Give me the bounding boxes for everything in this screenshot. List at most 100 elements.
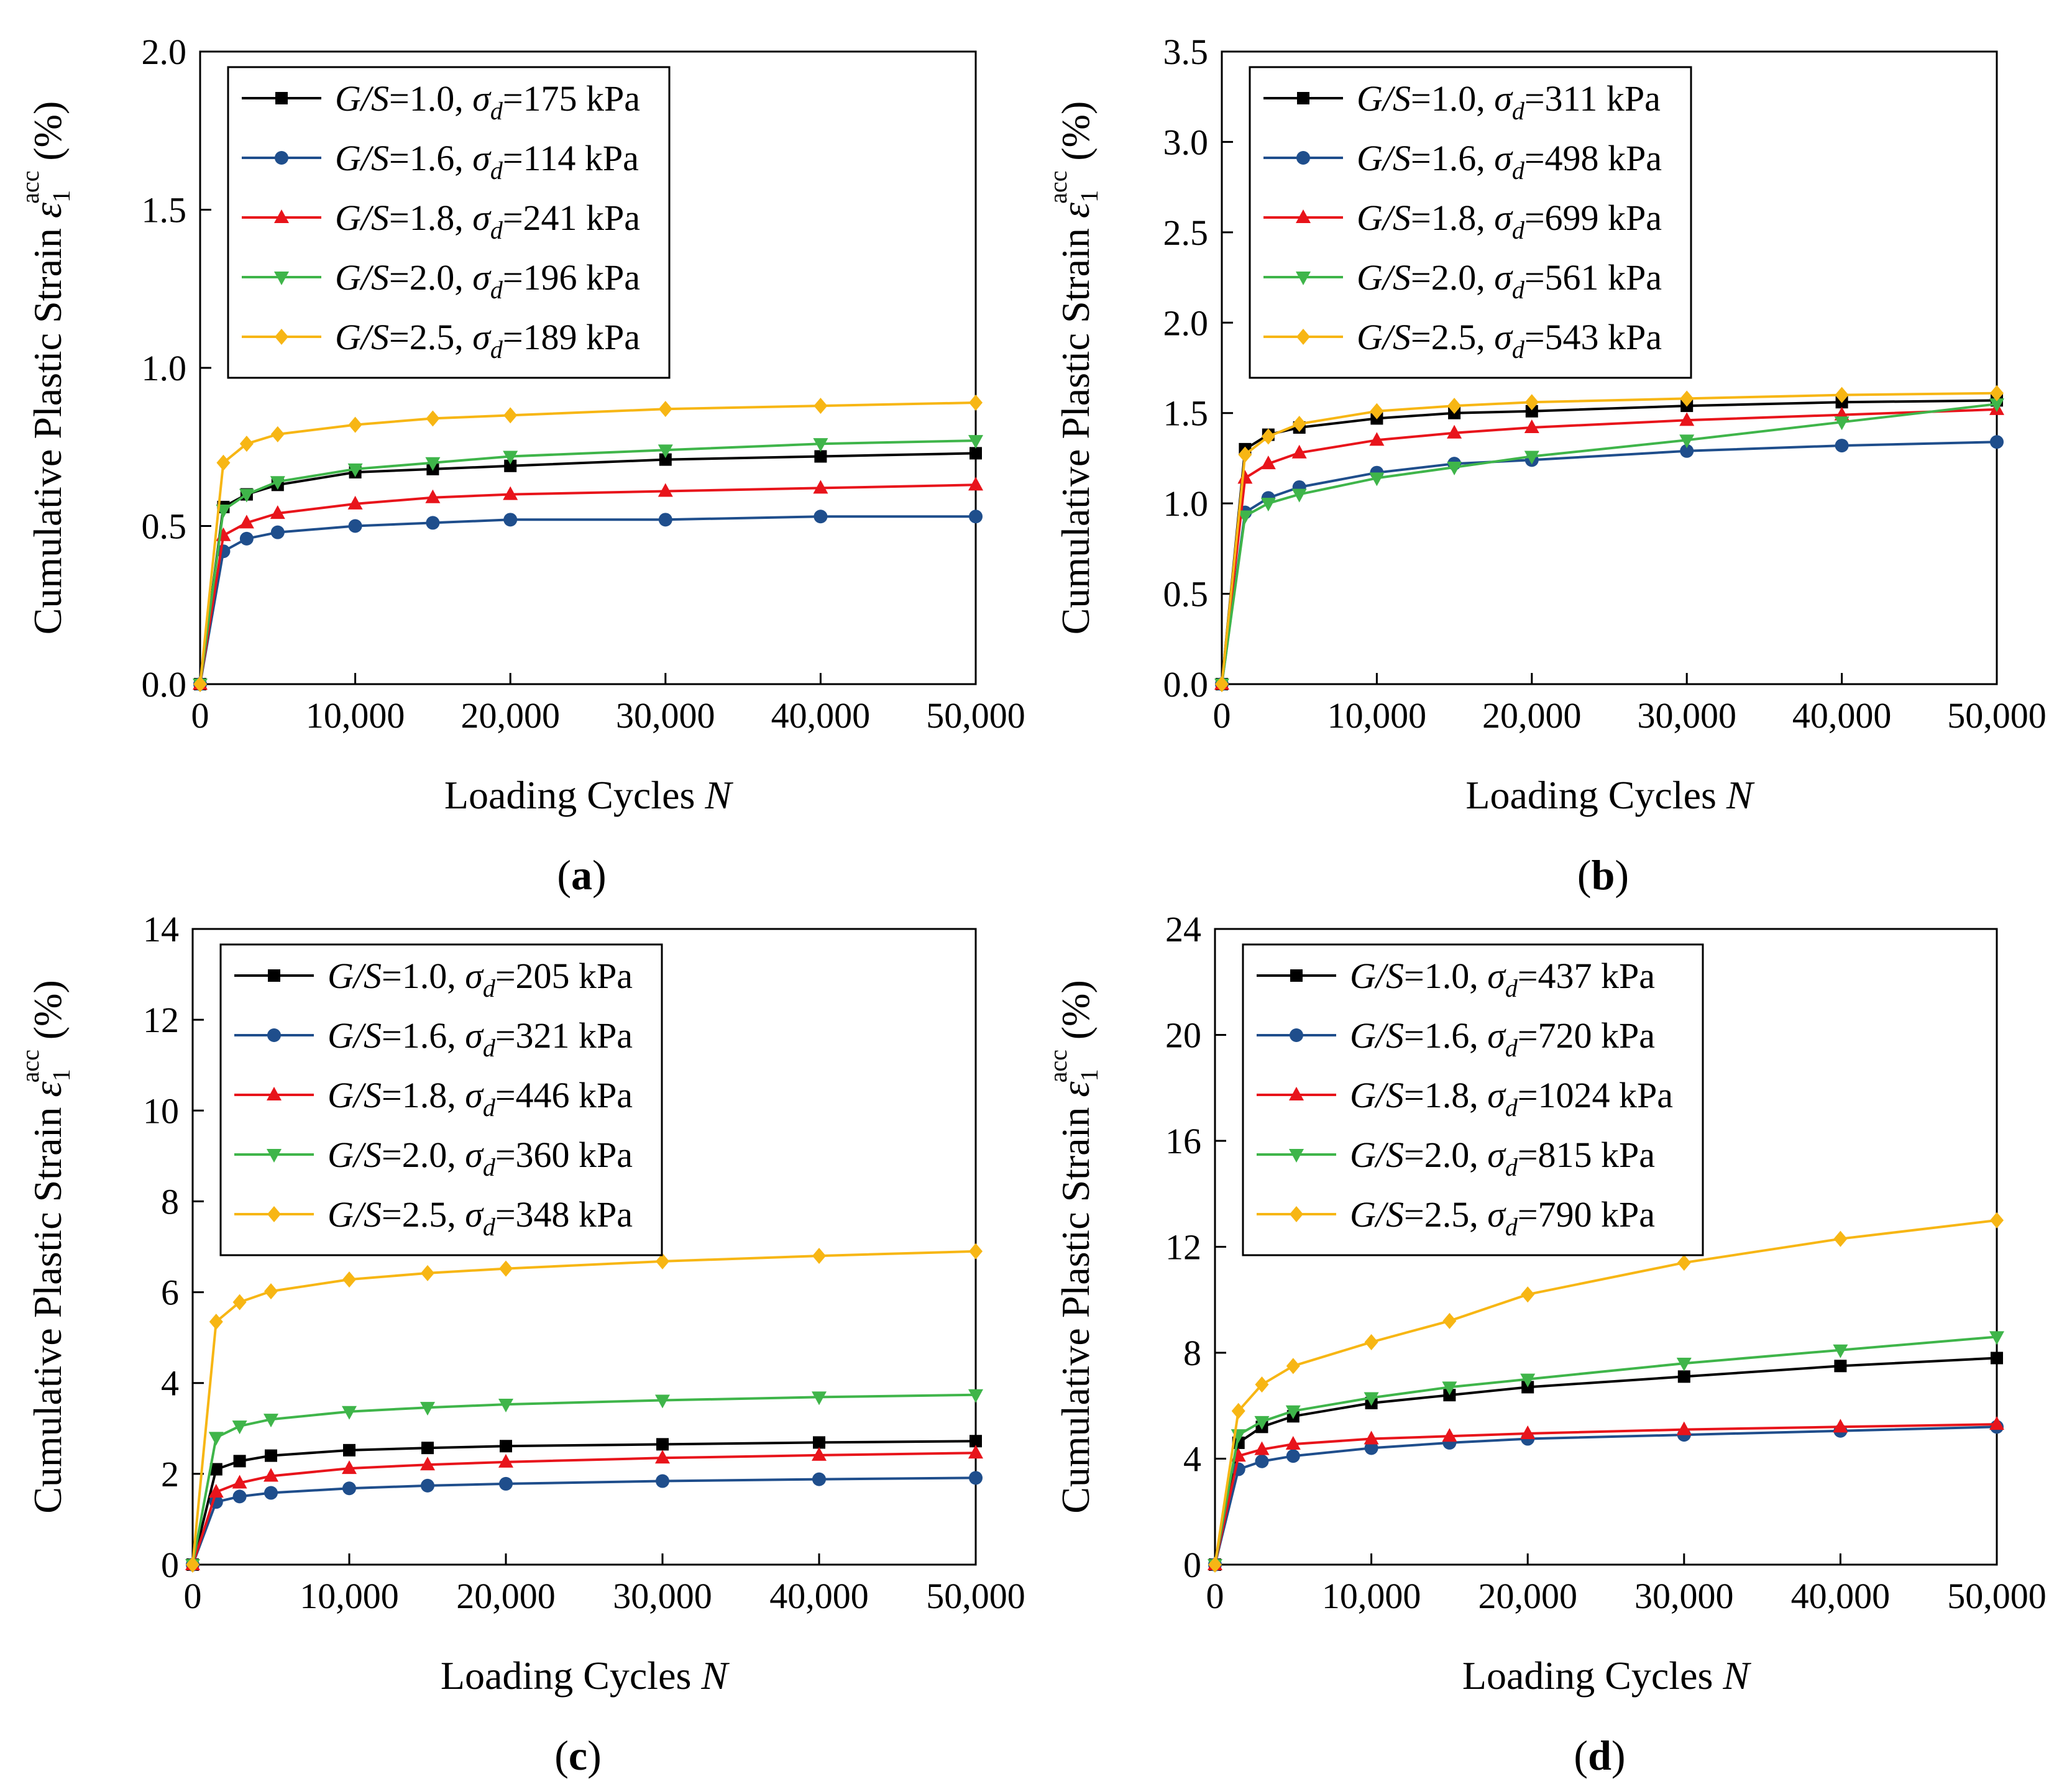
data-point xyxy=(1447,461,1462,475)
series-line xyxy=(1221,441,1997,685)
data-point xyxy=(343,1443,355,1457)
y-tick-label: 3.0 xyxy=(1163,122,1209,162)
data-point xyxy=(264,1486,278,1500)
y-axis-title: Cumulative Plastic Strain ε1acc (%) xyxy=(16,980,75,1514)
legend-marker xyxy=(275,329,288,345)
data-point xyxy=(426,516,440,530)
plot-frame xyxy=(1221,50,1998,685)
legend-marker xyxy=(275,151,288,165)
data-point xyxy=(1255,1376,1269,1393)
data-point xyxy=(503,513,518,527)
legend-entry: G/S=2.5, σd=790 kPa xyxy=(1350,1194,1655,1241)
data-point xyxy=(968,1445,983,1459)
x-tick-label: 40,000 xyxy=(1792,695,1892,736)
legend-marker xyxy=(268,969,280,982)
x-tick-label: 40,000 xyxy=(771,695,871,736)
y-axis-title: Cumulative Plastic Strain ε1acc (%) xyxy=(1044,101,1103,635)
data-point xyxy=(1364,1430,1379,1445)
data-point xyxy=(812,1472,826,1486)
data-point xyxy=(813,480,828,494)
data-point xyxy=(270,426,285,442)
data-point xyxy=(1677,1255,1691,1271)
data-point xyxy=(1521,1286,1535,1303)
legend-entry: G/S=2.0, σd=561 kPa xyxy=(1357,257,1662,304)
y-tick-label: 1.0 xyxy=(1163,483,1209,524)
data-point xyxy=(1442,1312,1457,1329)
x-tick-label: 0 xyxy=(1213,695,1231,736)
legend: G/S=1.0, σd=205 kPa G/S=1.6, σd=321 kPa G/… xyxy=(219,943,663,1256)
legend-marker xyxy=(1296,209,1311,223)
data-point xyxy=(347,463,363,477)
legend-entry: G/S=1.8, σd=1024 kPa xyxy=(1350,1075,1673,1122)
x-tick-label: 50,000 xyxy=(926,1576,1025,1616)
series-line xyxy=(191,1476,976,1565)
x-tick-label: 20,000 xyxy=(456,1576,556,1616)
data-point xyxy=(216,454,231,471)
data-point xyxy=(969,510,983,524)
data-point xyxy=(658,444,673,459)
data-point xyxy=(1364,1392,1379,1406)
legend-entry: G/S=1.6, σd=720 kPa xyxy=(1350,1015,1655,1062)
data-point xyxy=(1676,1358,1692,1372)
x-tick-label: 40,000 xyxy=(769,1576,869,1616)
data-point xyxy=(504,459,517,472)
x-axis-title: Loading Cycles N xyxy=(441,1653,730,1698)
legend-entry: G/S=2.0, σd=815 kPa xyxy=(1350,1135,1655,1181)
legend-marker xyxy=(1290,969,1303,982)
chart-panel-c: 0 10,000 20,000 30,000 40,000 50,000 0 2 4 6 8 10 12… xyxy=(16,909,1025,1779)
legend: G/S=1.0, σd=311 kPa G/S=1.6, σd=498 kPa G/… xyxy=(1249,66,1692,379)
y-tick-label: 24 xyxy=(1165,909,1201,949)
data-point xyxy=(193,676,207,692)
chart-panel-a: 0 10,000 20,000 30,000 40,000 50,000 0.0 0.5 1.0… xyxy=(16,32,1025,899)
data-point xyxy=(348,416,362,433)
legend-box xyxy=(1242,943,1704,1256)
data-point xyxy=(425,457,441,471)
data-point xyxy=(347,495,363,510)
legend-entry: G/S=2.5, σd=189 kPa xyxy=(335,317,640,364)
data-point xyxy=(1524,419,1539,433)
data-point xyxy=(500,1440,512,1453)
data-point xyxy=(208,1484,224,1498)
data-point xyxy=(1291,488,1307,503)
series-2.5 xyxy=(1208,1212,2004,1573)
data-point xyxy=(498,1453,513,1468)
data-point xyxy=(1238,446,1252,463)
data-point xyxy=(1679,412,1695,426)
y-tick-label: 8 xyxy=(1183,1333,1201,1373)
data-point xyxy=(968,435,983,449)
data-point xyxy=(1989,1331,2004,1345)
y-tick-label: 0 xyxy=(161,1545,179,1585)
data-point xyxy=(208,1432,224,1446)
legend-entry: G/S=2.5, σd=543 kPa xyxy=(1357,317,1662,364)
series-line xyxy=(1214,1356,1997,1565)
legend-box xyxy=(1249,66,1692,379)
x-tick-label: 30,000 xyxy=(1634,1576,1734,1616)
x-tick-label: 30,000 xyxy=(1637,695,1736,736)
data-point xyxy=(186,1557,199,1573)
data-point xyxy=(1524,394,1539,411)
x-tick-label: 20,000 xyxy=(1482,695,1582,736)
y-tick-label: 2.0 xyxy=(142,32,187,72)
series-line xyxy=(191,1452,976,1565)
series-line xyxy=(1214,1425,1997,1565)
y-tick-label: 0 xyxy=(1183,1545,1201,1585)
legend-box xyxy=(219,943,663,1256)
legend-entry: G/S=1.6, σd=321 kPa xyxy=(328,1015,633,1062)
data-point xyxy=(239,531,254,546)
panel-label: (a) xyxy=(557,851,606,899)
chart-panel-d: 0 10,000 20,000 30,000 40,000 50,000 0 4 8 12 16 20… xyxy=(1044,909,2047,1779)
series-line xyxy=(191,1250,976,1565)
legend-marker xyxy=(1296,329,1310,345)
y-axis-title: Cumulative Plastic Strain ε1acc (%) xyxy=(16,101,75,635)
data-point xyxy=(270,525,285,539)
data-point xyxy=(814,510,828,524)
data-point xyxy=(499,1260,513,1277)
series-2.5 xyxy=(1215,385,2004,692)
y-tick-label: 0.0 xyxy=(142,664,187,705)
data-point xyxy=(1447,424,1462,439)
data-point xyxy=(1286,1449,1300,1463)
legend-entry: G/S=2.5, σd=348 kPa xyxy=(328,1194,633,1241)
data-point xyxy=(232,1420,247,1435)
data-point xyxy=(1990,385,2004,401)
legend-marker xyxy=(1290,1028,1303,1042)
